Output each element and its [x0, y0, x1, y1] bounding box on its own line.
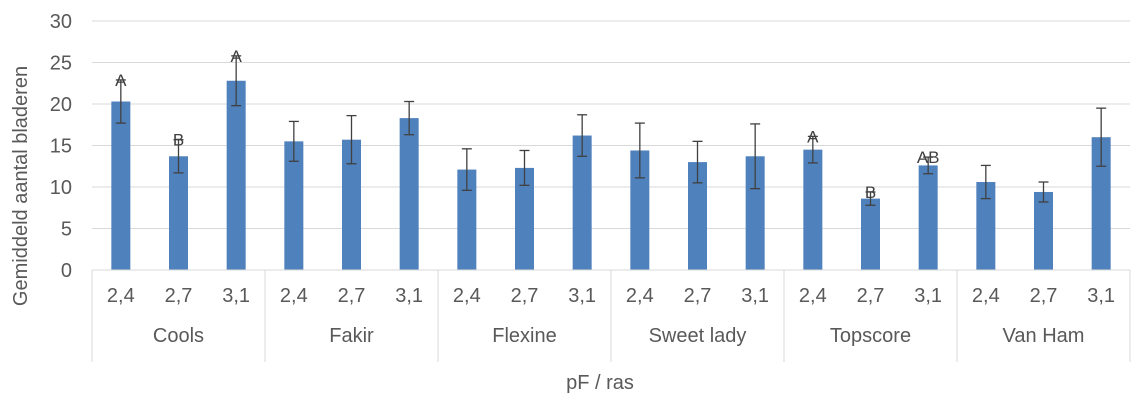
bar — [457, 169, 477, 270]
x-tick-label: 2,4 — [626, 285, 654, 307]
bar — [284, 141, 304, 270]
y-tick-label: 5 — [61, 219, 72, 241]
significance-letter: A — [230, 47, 242, 66]
group-label: Sweet lady — [649, 325, 747, 347]
bar — [226, 80, 246, 270]
bar — [399, 118, 419, 270]
y-tick-label: 20 — [50, 94, 72, 116]
significance-letter: A — [807, 127, 819, 146]
x-tick-label: 2,4 — [972, 285, 1000, 307]
bar — [803, 149, 823, 270]
y-tick-label: 15 — [50, 136, 72, 158]
y-axis-title: Gemiddeld aantal bladeren — [10, 66, 32, 306]
significance-letter: B — [865, 183, 876, 202]
x-tick-label: 2,7 — [1030, 285, 1058, 307]
bar — [1034, 191, 1053, 270]
group-label: Van Ham — [1003, 325, 1085, 347]
significance-letter: A — [115, 71, 127, 90]
significance-letter: B — [173, 131, 184, 150]
group-label: Cools — [153, 325, 204, 347]
x-tick-label: 3,1 — [568, 285, 596, 307]
bar — [515, 167, 534, 270]
group-label: Flexine — [492, 325, 556, 347]
bar — [342, 139, 361, 270]
group-label: Fakir — [329, 325, 374, 347]
x-tick-label: 3,1 — [222, 285, 250, 307]
bar — [1091, 137, 1111, 270]
x-tick-label: 2,7 — [165, 285, 193, 307]
bar — [976, 182, 996, 270]
y-tick-label: 10 — [50, 177, 72, 199]
x-tick-label: 2,7 — [338, 285, 366, 307]
y-tick-label: 30 — [50, 11, 72, 33]
x-tick-label: 3,1 — [741, 285, 769, 307]
bar — [745, 156, 765, 270]
bar — [111, 101, 131, 270]
x-axis-title: pF / ras — [566, 372, 634, 394]
x-tick-label: 2,7 — [511, 285, 539, 307]
x-tick-label: 3,1 — [1087, 285, 1115, 307]
x-tick-label: 2,4 — [107, 285, 135, 307]
bar — [572, 135, 592, 270]
bar — [169, 156, 188, 270]
significance-letter: AB — [917, 148, 940, 167]
y-tick-label: 0 — [61, 260, 72, 282]
x-tick-label: 3,1 — [395, 285, 423, 307]
x-tick-label: 2,7 — [684, 285, 712, 307]
x-tick-label: 2,7 — [857, 285, 885, 307]
group-label: Topscore — [830, 325, 911, 347]
x-tick-label: 2,4 — [280, 285, 308, 307]
x-tick-label: 2,4 — [799, 285, 827, 307]
x-tick-label: 3,1 — [914, 285, 942, 307]
y-tick-label: 25 — [50, 53, 72, 75]
bar — [688, 162, 707, 270]
bar — [630, 150, 650, 270]
bar — [861, 198, 880, 270]
bar — [918, 165, 938, 270]
x-tick-label: 2,4 — [453, 285, 481, 307]
